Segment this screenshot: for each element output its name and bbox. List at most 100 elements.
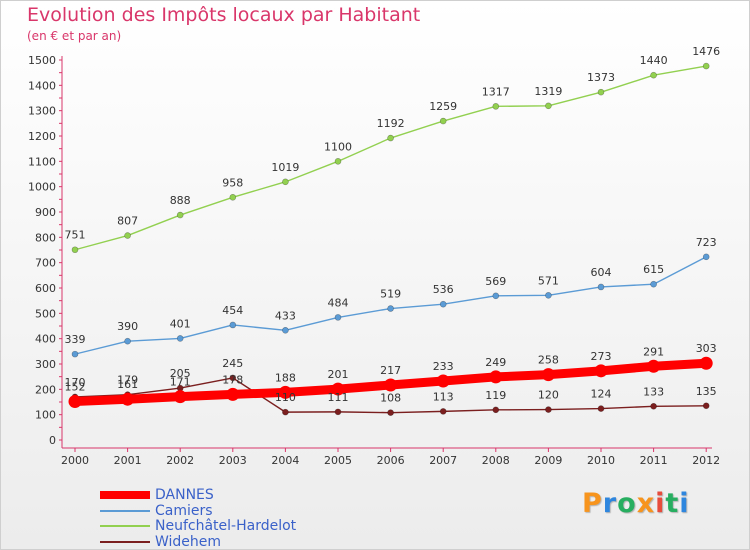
data-point-camiers (176, 335, 184, 342)
data-point-camiers (597, 283, 605, 291)
data-label-neufch-tel-hardelot: 1019 (271, 161, 299, 174)
logo-letter: P (582, 488, 603, 519)
legend-label-dannes: DANNES (155, 487, 214, 503)
x-tick-label: 2002 (166, 454, 194, 467)
y-tick-label: 100 (35, 409, 56, 422)
data-point-widehem (597, 405, 605, 412)
data-point-dannes (278, 385, 292, 399)
x-tick-label: 2001 (114, 454, 142, 467)
y-tick-label: 600 (35, 282, 56, 295)
data-label-camiers: 454 (222, 304, 243, 317)
data-point-camiers (334, 314, 342, 321)
data-label-camiers: 615 (643, 263, 664, 276)
data-label-widehem: 133 (643, 385, 664, 398)
data-label-widehem: 108 (380, 392, 401, 405)
logo-letter: r (602, 488, 618, 519)
data-point-dannes (68, 394, 82, 408)
data-label-camiers: 484 (328, 296, 349, 309)
y-tick-label: 1500 (28, 54, 56, 67)
y-tick-label: 1200 (28, 130, 56, 143)
data-point-dannes (541, 368, 555, 382)
data-label-neufch-tel-hardelot: 1259 (429, 100, 457, 113)
data-point-neufch-tel-hardelot (650, 71, 657, 79)
data-point-neufch-tel-hardelot (545, 102, 552, 110)
x-tick-label: 2006 (377, 454, 405, 467)
data-point-dannes (489, 370, 503, 384)
data-label-camiers: 339 (65, 333, 86, 346)
data-label-dannes: 249 (485, 356, 506, 369)
x-tick-label: 2007 (429, 454, 457, 467)
y-tick-label: 1000 (28, 181, 56, 194)
data-label-neufch-tel-hardelot: 1373 (587, 71, 615, 84)
data-label-widehem: 179 (117, 374, 138, 387)
data-label-neufch-tel-hardelot: 1440 (640, 54, 668, 67)
x-tick-label: 2011 (640, 454, 668, 467)
data-label-neufch-tel-hardelot: 888 (170, 194, 191, 207)
data-label-widehem: 170 (65, 376, 86, 389)
data-point-widehem (650, 403, 657, 410)
data-point-dannes (384, 378, 398, 392)
data-label-dannes: 152 (65, 380, 86, 393)
data-point-camiers (229, 321, 237, 329)
data-point-dannes (699, 356, 713, 370)
data-label-neufch-tel-hardelot: 1319 (534, 85, 562, 98)
logo-letter: o (617, 488, 637, 519)
data-label-widehem: 205 (170, 367, 191, 380)
data-label-widehem: 245 (222, 357, 243, 370)
data-label-widehem: 135 (696, 385, 717, 398)
data-point-camiers (387, 305, 394, 312)
data-label-dannes: 188 (275, 371, 296, 384)
x-tick-label: 2009 (534, 454, 562, 467)
data-label-camiers: 571 (538, 274, 559, 287)
logo-letter: t (665, 488, 680, 519)
data-label-dannes: 217 (380, 364, 401, 377)
y-tick-label: 400 (35, 333, 56, 346)
data-label-neufch-tel-hardelot: 1192 (377, 117, 405, 130)
x-tick-label: 2008 (482, 454, 510, 467)
data-label-dannes: 171 (170, 376, 191, 389)
data-label-camiers: 723 (696, 236, 717, 249)
data-point-dannes (121, 392, 135, 406)
data-label-camiers: 519 (380, 288, 401, 301)
data-point-widehem (492, 406, 500, 414)
x-tick-label: 2010 (587, 454, 615, 467)
data-label-camiers: 569 (485, 275, 506, 288)
data-label-neufch-tel-hardelot: 1317 (482, 85, 510, 98)
data-point-camiers (439, 300, 447, 308)
x-tick-label: 2012 (692, 454, 720, 467)
data-point-camiers (702, 253, 710, 261)
legend-swatch-camiers (100, 509, 150, 512)
data-point-neufch-tel-hardelot (282, 178, 289, 186)
y-tick-label: 300 (35, 358, 56, 371)
data-point-widehem (229, 374, 237, 382)
legend-swatch-widehem (100, 540, 150, 543)
data-point-neufch-tel-hardelot (597, 88, 605, 96)
x-tick-label: 2003 (219, 454, 247, 467)
data-point-dannes (647, 359, 661, 373)
data-label-camiers: 401 (170, 317, 191, 330)
y-tick-label: 0 (49, 434, 56, 447)
data-point-neufch-tel-hardelot (387, 134, 394, 142)
data-label-widehem: 111 (328, 391, 349, 404)
data-label-camiers: 604 (591, 266, 612, 279)
data-point-widehem (439, 408, 447, 415)
data-label-neufch-tel-hardelot: 751 (65, 229, 86, 242)
x-tick-label: 2000 (61, 454, 89, 467)
data-point-camiers (71, 350, 79, 358)
data-label-widehem: 120 (538, 389, 559, 402)
x-tick-label: 2004 (271, 454, 299, 467)
data-label-neufch-tel-hardelot: 807 (117, 215, 138, 228)
logo-letter: x (636, 488, 656, 519)
data-point-camiers (650, 280, 657, 288)
data-point-neufch-tel-hardelot (334, 158, 342, 165)
legend-label-camiers: Camiers (155, 502, 213, 519)
data-point-neufch-tel-hardelot (229, 194, 237, 201)
data-label-dannes: 233 (433, 360, 454, 373)
data-point-dannes (436, 374, 450, 388)
data-label-dannes: 291 (643, 345, 664, 358)
y-tick-label: 1400 (28, 79, 56, 92)
data-label-neufch-tel-hardelot: 958 (222, 176, 243, 189)
data-point-widehem (702, 402, 710, 410)
series-line-neufch-tel-hardelot (74, 65, 707, 251)
